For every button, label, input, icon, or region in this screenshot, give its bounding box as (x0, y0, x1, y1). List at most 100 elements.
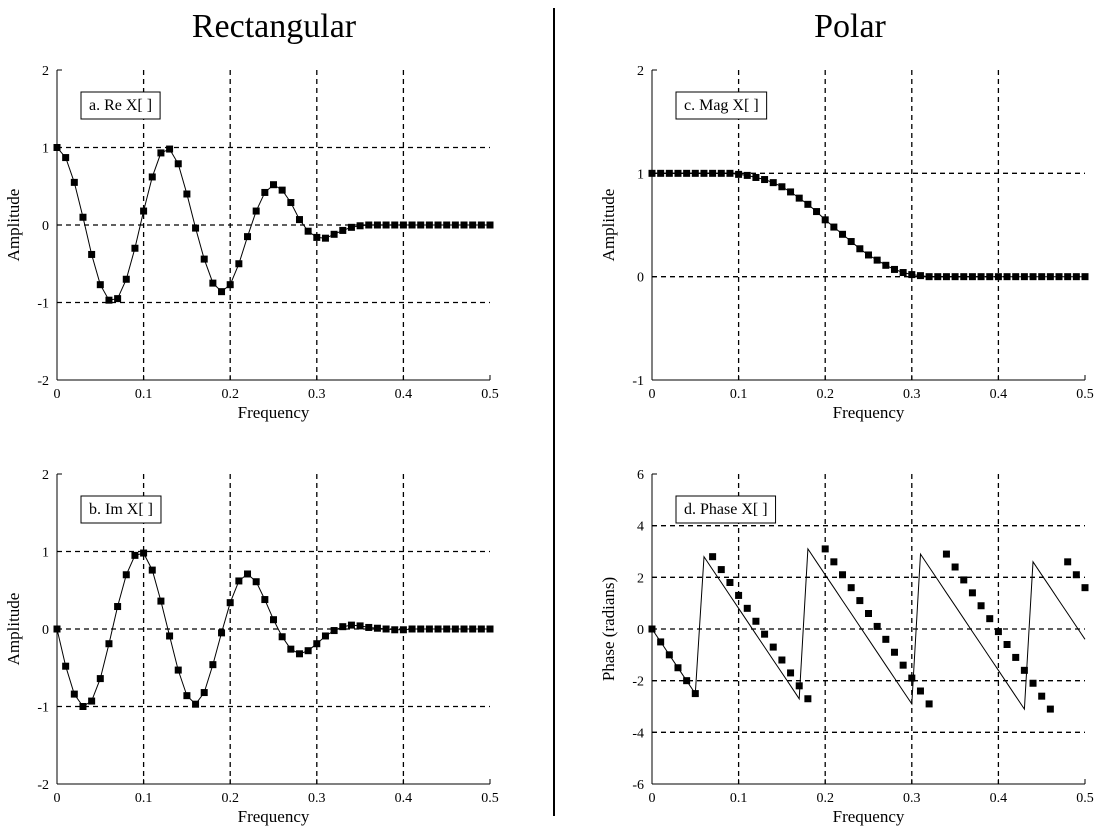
data-point (313, 640, 320, 647)
x-tick-label: 0.3 (903, 791, 921, 806)
data-point (123, 571, 130, 578)
data-point (969, 273, 976, 280)
data-point (62, 154, 69, 161)
data-point (770, 179, 777, 186)
data-point (943, 551, 950, 558)
x-tick-label: 0 (54, 791, 61, 806)
data-point (778, 657, 785, 664)
data-point (253, 208, 260, 215)
y-tick-label: 4 (637, 520, 644, 535)
data-point (674, 170, 681, 177)
data-point (383, 222, 390, 229)
y-tick-label: 0 (637, 623, 644, 638)
data-point (822, 545, 829, 552)
x-tick-label: 0.4 (990, 791, 1008, 806)
data-point (435, 222, 442, 229)
data-point (943, 273, 950, 280)
data-point (649, 170, 656, 177)
data-point (296, 650, 303, 657)
data-point (435, 626, 442, 633)
data-point (192, 701, 199, 708)
data-point (183, 692, 190, 699)
data-point (709, 553, 716, 560)
data-point (461, 222, 468, 229)
data-point (409, 626, 416, 633)
data-point (331, 627, 338, 634)
data-point (969, 589, 976, 596)
data-point (478, 222, 485, 229)
data-point (270, 181, 277, 188)
y-tick-label: 0 (42, 219, 49, 234)
x-tick-label: 0.5 (481, 791, 499, 806)
data-point (149, 173, 156, 180)
data-point (487, 626, 494, 633)
data-point (131, 552, 138, 559)
data-point (718, 170, 725, 177)
data-point (365, 222, 372, 229)
data-point (804, 201, 811, 208)
x-tick-label: 0.2 (221, 791, 239, 806)
data-point (813, 208, 820, 215)
data-point (123, 276, 130, 283)
data-point (926, 273, 933, 280)
data-point (752, 618, 759, 625)
data-point (1073, 273, 1080, 280)
data-point (960, 576, 967, 583)
data-point (666, 170, 673, 177)
data-point (443, 222, 450, 229)
data-point (97, 675, 104, 682)
data-point (365, 624, 372, 631)
data-point (848, 584, 855, 591)
data-point (166, 146, 173, 153)
panel-label-box: c. Mag X[ ] (676, 92, 767, 119)
data-point (744, 172, 751, 179)
data-point (149, 567, 156, 574)
data-point (348, 224, 355, 231)
data-point (157, 149, 164, 156)
chart-re-x: 0 0.1 0.2 0.3 0.4 0.5-2-1012FrequencyAmplitud… (0, 58, 540, 438)
y-axis-title: Amplitude (599, 189, 618, 262)
data-point (1012, 654, 1019, 661)
data-point (952, 273, 959, 280)
x-axis-title: Frequency (238, 403, 310, 422)
data-point (201, 689, 208, 696)
data-point (778, 183, 785, 190)
data-point (339, 623, 346, 630)
data-point (461, 626, 468, 633)
data-point (469, 222, 476, 229)
y-axis-title: Amplitude (4, 189, 23, 262)
data-point (995, 628, 1002, 635)
data-point (891, 649, 898, 656)
x-tick-label: 0.5 (1076, 791, 1094, 806)
data-point (882, 636, 889, 643)
data-point (114, 603, 121, 610)
x-tick-label: 0.4 (395, 387, 413, 402)
data-point (97, 281, 104, 288)
data-point (1073, 571, 1080, 578)
data-point (417, 626, 424, 633)
data-point (796, 195, 803, 202)
data-point (261, 189, 268, 196)
data-point (287, 646, 294, 653)
data-point (1064, 558, 1071, 565)
data-point (908, 675, 915, 682)
data-point (1021, 273, 1028, 280)
data-point (140, 550, 147, 557)
data-point (287, 199, 294, 206)
y-tick-label: 1 (637, 167, 644, 182)
x-tick-label: 0 (649, 387, 656, 402)
data-point (649, 626, 656, 633)
series-line (57, 148, 490, 301)
y-tick-label: 2 (42, 468, 49, 483)
data-point (796, 682, 803, 689)
x-tick-label: 0.3 (308, 387, 326, 402)
y-tick-label: -2 (37, 374, 49, 389)
data-point (839, 571, 846, 578)
data-point (296, 216, 303, 223)
data-point (391, 222, 398, 229)
data-point (761, 176, 768, 183)
data-point (874, 623, 881, 630)
chart-phase-x: 0 0.1 0.2 0.3 0.4 0.5-6-4-20246FrequencyPhase… (565, 462, 1105, 830)
data-point (1030, 273, 1037, 280)
x-tick-label: 0 (649, 791, 656, 806)
